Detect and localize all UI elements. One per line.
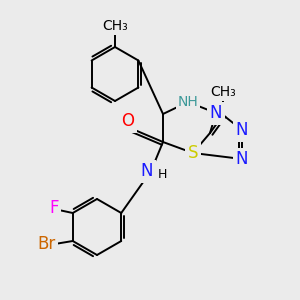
Text: CH₃: CH₃ — [210, 85, 236, 99]
Text: Br: Br — [38, 235, 56, 253]
Text: O: O — [122, 112, 134, 130]
Text: NH: NH — [178, 95, 198, 109]
Text: N: N — [236, 150, 248, 168]
Text: N: N — [236, 121, 248, 139]
Text: S: S — [188, 144, 198, 162]
Text: H: H — [158, 169, 167, 182]
Text: CH₃: CH₃ — [102, 19, 128, 33]
Text: F: F — [49, 199, 58, 217]
Text: N: N — [210, 104, 222, 122]
Text: N: N — [141, 162, 153, 180]
